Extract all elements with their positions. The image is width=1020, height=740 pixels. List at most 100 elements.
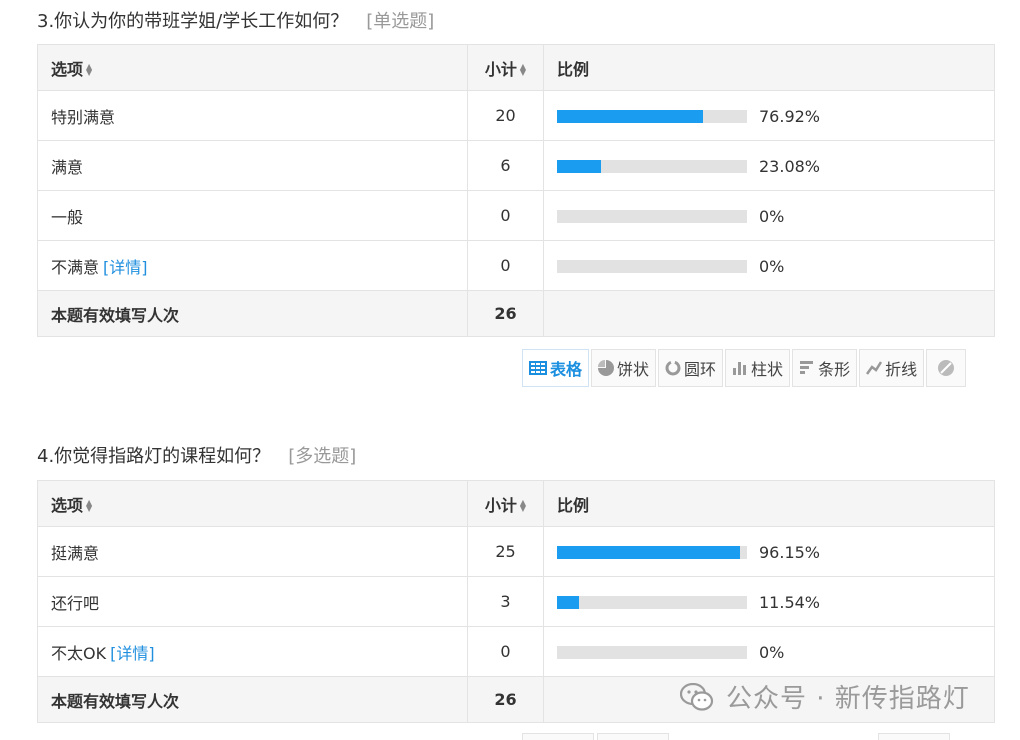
watermark-text: 公众号 · 新传指路灯	[726, 684, 970, 714]
option-header-label: 选项	[51, 495, 84, 515]
table-row: 特别满意 20 76.92%	[37, 90, 995, 141]
ratio-bar	[557, 595, 747, 609]
ratio-percent: 76.92%	[759, 106, 821, 126]
question-3-table: 选项 ▲ ▼ 小计 ▲ ▼ 比例 特别满意 20 76.92% 满意 6 23.08% …	[37, 44, 995, 337]
count-header[interactable]: 小计 ▲ ▼	[467, 480, 544, 527]
count-cell: 20	[467, 90, 544, 141]
option-header[interactable]: 选项 ▲ ▼	[37, 44, 468, 91]
chart-type-toolbar: 表格 饼状 圆环 柱状 条形 折线	[522, 349, 967, 387]
column-view-label: 柱状	[751, 360, 784, 379]
ratio-cell: 0%	[543, 190, 995, 241]
sort-icon[interactable]: ▲ ▼	[519, 498, 527, 513]
question-4-text: 4.你觉得指路灯的课程如何？	[37, 446, 271, 467]
toolbar-stub	[522, 733, 594, 740]
column-view-button[interactable]: 柱状	[725, 349, 791, 387]
table-view-button[interactable]: 表格	[522, 349, 590, 387]
table-icon	[529, 361, 547, 375]
table-row: 不满意 [详情] 0 0%	[37, 240, 995, 291]
bar-chart-icon	[800, 361, 814, 374]
total-count: 26	[467, 290, 544, 337]
count-header-label: 小计	[484, 495, 517, 515]
option-header[interactable]: 选项 ▲ ▼	[37, 480, 468, 527]
option-cell: 满意	[37, 140, 468, 191]
ratio-cell: 23.08%	[543, 140, 995, 191]
hide-chart-button[interactable]	[926, 349, 967, 387]
ratio-percent: 0%	[759, 642, 785, 662]
count-cell: 0	[467, 626, 544, 677]
count-cell: 6	[467, 140, 544, 191]
ratio-bar	[557, 645, 747, 659]
table-header-row: 选项 ▲ ▼ 小计 ▲ ▼ 比例	[37, 480, 995, 527]
count-cell: 3	[467, 576, 544, 627]
ratio-bar-fill	[557, 159, 601, 173]
line-view-button[interactable]: 折线	[859, 349, 925, 387]
total-row: 本题有效填写人次 26	[37, 290, 995, 337]
question-3-title: 3.你认为你的带班学姐/学长工作如何？ [单选题]	[37, 7, 434, 33]
option-cell: 不满意 [详情]	[37, 240, 468, 291]
question-4-table: 选项 ▲ ▼ 小计 ▲ ▼ 比例 挺满意 25 96.15% 还行吧 3 11.54% …	[37, 480, 995, 723]
ratio-bar-fill	[557, 545, 740, 559]
ring-view-button[interactable]: 圆环	[658, 349, 724, 387]
ratio-bar	[557, 545, 747, 559]
question-3-type: [单选题]	[366, 11, 435, 32]
option-header-label: 选项	[51, 59, 84, 79]
total-label: 本题有效填写人次	[37, 676, 468, 723]
wechat-icon	[680, 682, 714, 711]
ratio-cell: 0%	[543, 240, 995, 291]
question-4-type: [多选题]	[288, 446, 357, 467]
option-cell: 挺满意	[37, 526, 468, 577]
ring-view-label: 圆环	[684, 360, 717, 379]
count-cell: 25	[467, 526, 544, 577]
total-count: 26	[467, 676, 544, 723]
count-cell: 0	[467, 190, 544, 241]
ratio-header: 比例	[543, 44, 995, 91]
table-row: 满意 6 23.08%	[37, 140, 995, 191]
count-header[interactable]: 小计 ▲ ▼	[467, 44, 544, 91]
sort-icon[interactable]: ▲ ▼	[519, 62, 527, 77]
detail-link[interactable]: [详情]	[110, 643, 155, 663]
table-row: 还行吧 3 11.54%	[37, 576, 995, 627]
question-3-text: 3.你认为你的带班学姐/学长工作如何？	[37, 11, 349, 32]
ratio-bar	[557, 109, 747, 123]
ratio-cell: 0%	[543, 626, 995, 677]
option-cell: 一般	[37, 190, 468, 241]
ring-chart-icon	[665, 360, 681, 376]
disable-icon	[938, 360, 955, 376]
detail-link[interactable]: [详情]	[103, 257, 148, 277]
ratio-percent: 0%	[759, 256, 785, 276]
ratio-bar-fill	[557, 109, 704, 123]
table-row: 不太OK [详情] 0 0%	[37, 626, 995, 677]
line-view-label: 折线	[885, 360, 918, 379]
sort-icon[interactable]: ▲ ▼	[86, 62, 93, 77]
pie-view-button[interactable]: 饼状	[591, 349, 657, 387]
sort-icon[interactable]: ▲ ▼	[86, 498, 93, 513]
ratio-bar-fill	[557, 595, 579, 609]
option-label: 不满意	[51, 257, 100, 277]
ratio-percent: 23.08%	[759, 156, 821, 176]
line-chart-icon	[866, 361, 883, 375]
option-cell: 不太OK [详情]	[37, 626, 468, 677]
ratio-cell: 76.92%	[543, 90, 995, 141]
ratio-percent: 0%	[759, 206, 785, 226]
question-4-title: 4.你觉得指路灯的课程如何？ [多选题]	[37, 442, 356, 468]
total-label: 本题有效填写人次	[37, 290, 468, 337]
ratio-cell: 11.54%	[543, 576, 995, 627]
count-cell: 0	[467, 240, 544, 291]
ratio-bar	[557, 159, 747, 173]
ratio-cell: 96.15%	[543, 526, 995, 577]
ratio-percent: 11.54%	[759, 592, 821, 612]
count-header-label: 小计	[484, 59, 517, 79]
total-row: 本题有效填写人次 26	[37, 676, 995, 723]
column-chart-icon	[733, 362, 747, 375]
table-header-row: 选项 ▲ ▼ 小计 ▲ ▼ 比例	[37, 44, 995, 91]
toolbar-stub	[597, 733, 669, 740]
watermark: 公众号 · 新传指路灯	[680, 678, 970, 715]
option-cell: 特别满意	[37, 90, 468, 141]
option-label: 不太OK	[51, 643, 107, 663]
ratio-bar	[557, 209, 747, 223]
option-cell: 还行吧	[37, 576, 468, 627]
pie-view-label: 饼状	[617, 360, 650, 379]
bar-view-button[interactable]: 条形	[792, 349, 858, 387]
ratio-header: 比例	[543, 480, 995, 527]
table-row: 挺满意 25 96.15%	[37, 526, 995, 577]
